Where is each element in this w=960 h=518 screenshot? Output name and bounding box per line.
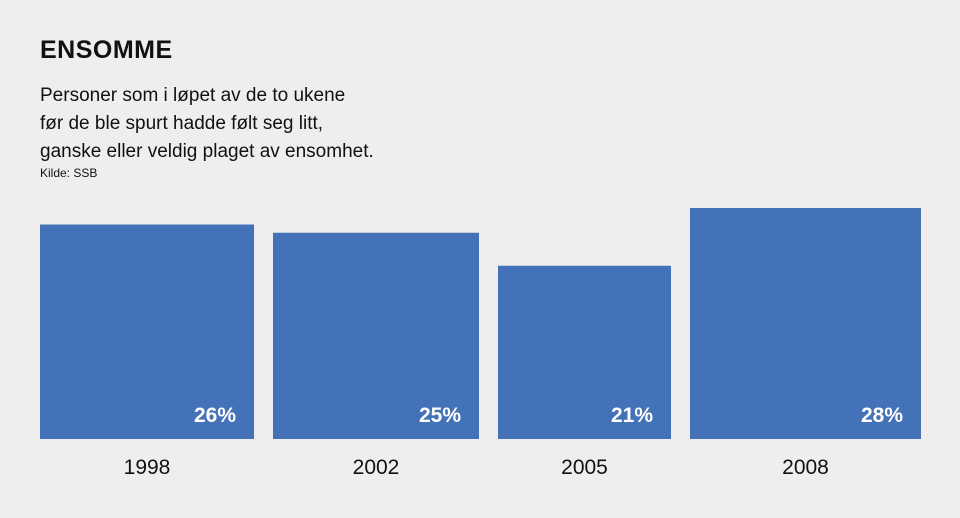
x-tick-label-1998: 1998	[124, 456, 171, 479]
data-label-2005: 21%	[611, 404, 653, 427]
x-tick-label-2005: 2005	[561, 456, 608, 479]
source-note: Kilde: SSB	[40, 166, 98, 180]
subtitle-line: før de ble spurt hadde følt seg litt,	[40, 113, 324, 134]
subtitle-line: Personer som i løpet av de to ukene	[40, 85, 346, 106]
data-label-1998: 26%	[194, 404, 236, 427]
data-label-2002: 25%	[419, 404, 461, 427]
chart-title: ENSOMME	[40, 36, 173, 64]
x-tick-label-2002: 2002	[353, 456, 400, 479]
bar-2008	[690, 208, 921, 439]
bar-2002	[273, 232, 479, 439]
bar-2005	[498, 265, 671, 439]
chart-subtitle: Personer som i løpet av de to ukene før …	[40, 82, 460, 166]
data-label-2008: 28%	[861, 404, 903, 427]
bar-1998	[40, 224, 254, 439]
x-tick-label-2008: 2008	[782, 456, 829, 479]
subtitle-line: ganske eller veldig plaget av ensomhet.	[40, 141, 374, 162]
